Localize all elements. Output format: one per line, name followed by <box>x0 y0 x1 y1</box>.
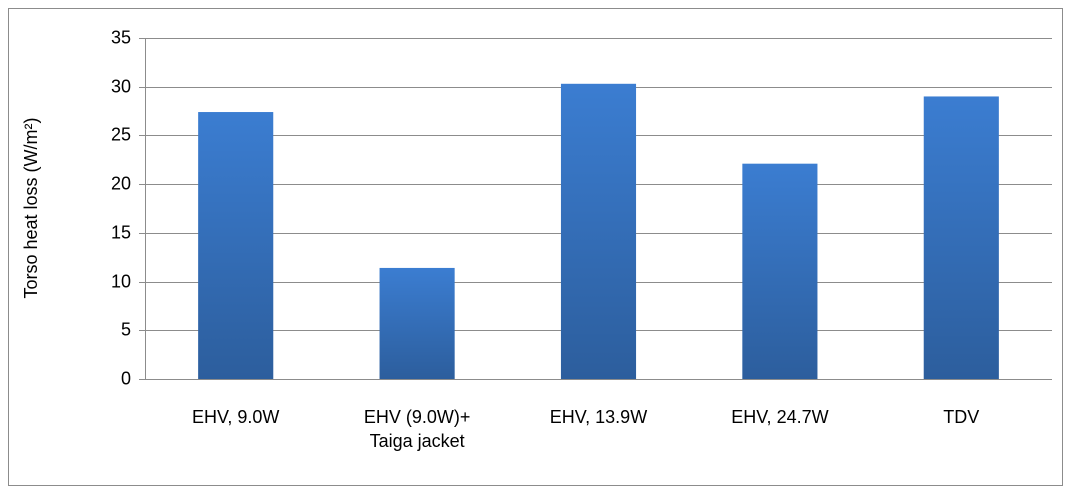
bar-shade <box>379 267 455 379</box>
bar-shade <box>198 112 274 379</box>
y-tick-label: 15 <box>111 222 131 242</box>
x-tick-label: TDV <box>943 407 979 427</box>
y-tick-label: 20 <box>111 173 131 193</box>
x-tick-label: EHV, 9.0W <box>192 407 279 427</box>
bar-shade <box>923 96 999 379</box>
bar-shade <box>742 163 818 379</box>
y-tick-label: 25 <box>111 124 131 144</box>
x-tick-label: EHV, 24.7W <box>731 407 828 427</box>
x-tick-label: EHV (9.0W)+ Taiga jacket <box>364 407 471 451</box>
y-tick-label: 0 <box>121 368 131 388</box>
chart-border <box>8 8 1063 486</box>
y-tick-label: 5 <box>121 319 131 339</box>
x-tick-label: EHV, 13.9W <box>550 407 647 427</box>
y-tick-label: 30 <box>111 76 131 96</box>
y-tick-label: 10 <box>111 271 131 291</box>
bar-shade <box>560 83 637 379</box>
y-tick-label: 35 <box>111 27 131 47</box>
y-axis-label: Torso heat loss (W/m²) <box>21 117 41 298</box>
